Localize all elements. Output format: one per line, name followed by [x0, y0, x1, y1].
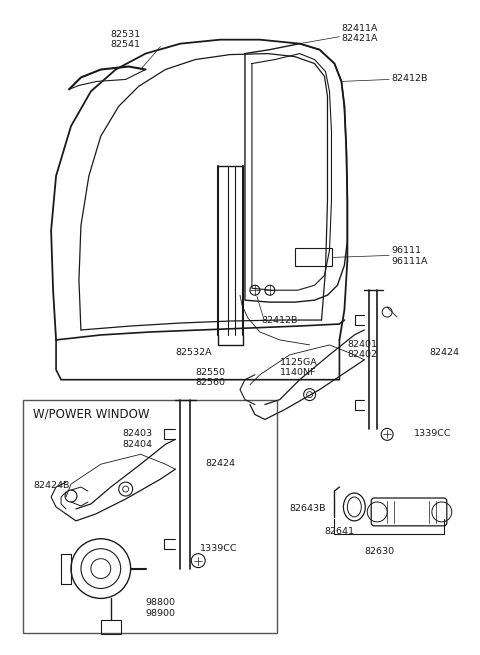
Text: 96111
96111A: 96111 96111A [391, 246, 428, 266]
Text: 1339CC: 1339CC [414, 430, 452, 438]
Text: 82412B: 82412B [391, 75, 428, 83]
Text: 82630: 82630 [364, 547, 395, 555]
Text: 82403
82404: 82403 82404 [123, 430, 153, 449]
Text: 82424: 82424 [205, 459, 235, 468]
Text: 82412B: 82412B [262, 316, 298, 325]
Text: W/POWER WINDOW: W/POWER WINDOW [33, 407, 150, 421]
Bar [101, 620, 120, 634]
Bar [23, 400, 277, 633]
Text: 82532A: 82532A [175, 348, 212, 357]
Text: 82411A
82421A: 82411A 82421A [341, 24, 378, 43]
Text: 82401
82402: 82401 82402 [348, 340, 377, 360]
Text: 1339CC: 1339CC [200, 544, 238, 553]
Text: 82550
82560: 82550 82560 [195, 367, 225, 387]
Text: 82531
82541: 82531 82541 [110, 29, 141, 49]
Text: 82641: 82641 [324, 527, 355, 536]
Text: 1125GA
1140NF: 1125GA 1140NF [280, 358, 317, 377]
Text: 82424: 82424 [429, 348, 459, 357]
Text: 82424B: 82424B [33, 481, 70, 490]
Bar [295, 248, 333, 267]
Text: 82643B: 82643B [290, 504, 326, 513]
Text: 98800
98900: 98800 98900 [145, 599, 176, 618]
